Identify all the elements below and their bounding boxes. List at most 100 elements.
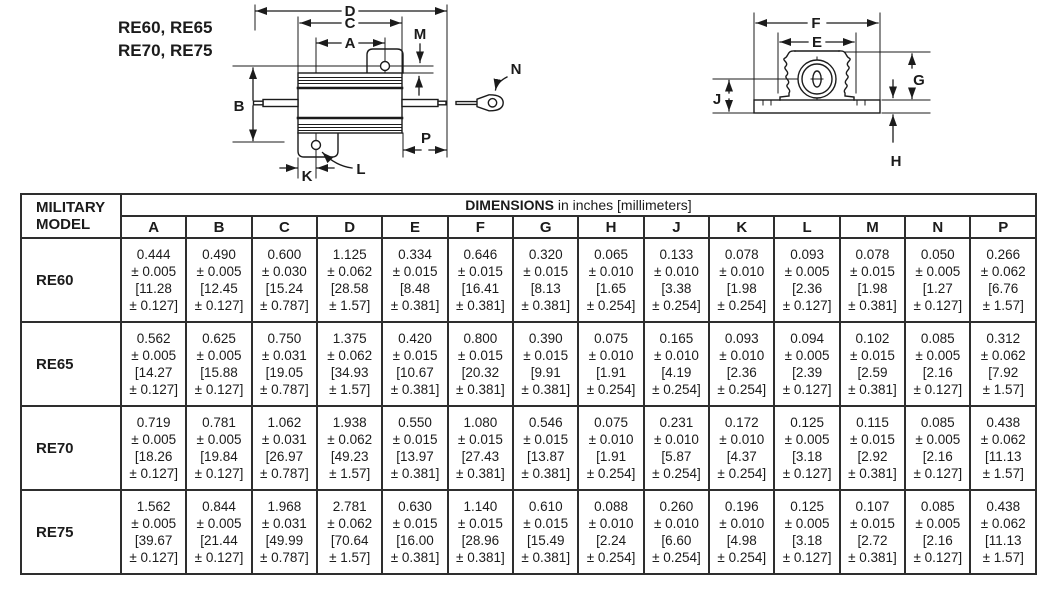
dim-cell-re60-k: 0.078 ± 0.010 [1.98 ± 0.254] [708, 237, 776, 323]
dim-cell-re75-j: 0.260 ± 0.010 [6.60 ± 0.254] [642, 489, 711, 575]
dim-label-a: A [345, 35, 356, 52]
dim-cell-re70-e: 0.550 ± 0.015 [13.97 ± 0.381] [381, 405, 449, 491]
column-header-n: N [904, 215, 972, 239]
dim-cell-re65-e: 0.420 ± 0.015 [10.67 ± 0.381] [381, 321, 449, 407]
dimensions-header-subtitle: in inches [millimeters] [553, 197, 692, 213]
dim-cell-re70-m: 0.115 ± 0.015 [2.92 ± 0.381] [838, 405, 907, 491]
dim-cell-re75-n: 0.085 ± 0.005 [2.16 ± 0.127] [904, 489, 972, 575]
dim-cell-re60-e: 0.334 ± 0.015 [8.48 ± 0.381] [381, 237, 449, 323]
dim-cell-re65-n: 0.085 ± 0.005 [2.16 ± 0.127] [904, 321, 972, 407]
mounting-base [753, 99, 881, 114]
dim-cell-re75-f: 1.140 ± 0.015 [28.96 ± 0.381] [446, 489, 515, 575]
dim-label-l: L [356, 161, 365, 178]
end-view-drawing: F E G J H [712, 12, 931, 170]
dim-cell-re65-p: 0.312 ± 0.062 [7.92 ± 1.57] [969, 321, 1037, 407]
dim-cell-re75-g: 0.610 ± 0.015 [15.49 ± 0.381] [512, 489, 580, 575]
dim-cell-re70-k: 0.172 ± 0.010 [4.37 ± 0.254] [708, 405, 776, 491]
column-header-h: H [577, 215, 645, 239]
column-header-l: L [773, 215, 841, 239]
table-row-re65: RE65 0.562 ± 0.005 [14.27 ± 0.127] 0.625 ± 0.0… [20, 321, 1037, 407]
dim-cell-re60-f: 0.646 ± 0.015 [16.41 ± 0.381] [446, 237, 515, 323]
dimensions-header-title: DIMENSIONS [465, 197, 554, 213]
column-header-a: A [119, 215, 188, 239]
dim-cell-re70-j: 0.231 ± 0.010 [5.87 ± 0.254] [642, 405, 711, 491]
column-header-e: E [381, 215, 449, 239]
model-name: RE70 [20, 405, 122, 491]
dim-label-e: E [812, 34, 822, 51]
dim-label-k: K [302, 168, 313, 185]
dim-cell-re70-f: 1.080 ± 0.015 [27.43 ± 0.381] [446, 405, 515, 491]
table-row-re60: RE60 0.444 ± 0.005 [11.28 ± 0.127] 0.490 ± 0.0… [20, 237, 1037, 323]
dim-label-h: H [891, 153, 902, 170]
dimension-drawings: RE60, RE65 RE70, RE75 [118, 3, 931, 185]
military-model-header-line2: MODEL [36, 216, 91, 233]
dim-label-c: C [345, 15, 356, 32]
dim-cell-re60-l: 0.093 ± 0.005 [2.36 ± 0.127] [773, 237, 841, 323]
dim-cell-re65-c: 0.750 ± 0.031 [19.05 ± 0.787] [250, 321, 319, 407]
dim-label-g: G [913, 72, 925, 89]
dim-cell-re75-m: 0.107 ± 0.015 [2.72 ± 0.381] [838, 489, 907, 575]
dim-cell-re65-k: 0.093 ± 0.010 [2.36 ± 0.254] [708, 321, 776, 407]
dim-cell-re60-a: 0.444 ± 0.005 [11.28 ± 0.127] [119, 237, 188, 323]
dim-cell-re60-b: 0.490 ± 0.005 [12.45 ± 0.127] [185, 237, 253, 323]
dim-cell-re70-n: 0.085 ± 0.005 [2.16 ± 0.127] [904, 405, 972, 491]
dim-cell-re75-p: 0.438 ± 0.062 [11.13 ± 1.57] [969, 489, 1037, 575]
table-row-re75: RE75 1.562 ± 0.005 [39.67 ± 0.127] 0.844 ± 0.0… [20, 489, 1037, 575]
dim-cell-re70-a: 0.719 ± 0.005 [18.26 ± 0.127] [119, 405, 188, 491]
dim-cell-re65-j: 0.165 ± 0.010 [4.19 ± 0.254] [642, 321, 711, 407]
dim-cell-re60-j: 0.133 ± 0.010 [3.38 ± 0.254] [642, 237, 711, 323]
model-name: RE60 [20, 237, 122, 323]
column-header-m: M [838, 215, 907, 239]
dim-cell-re60-p: 0.266 ± 0.062 [6.76 ± 1.57] [969, 237, 1037, 323]
column-header-p: P [969, 215, 1037, 239]
column-header-d: D [316, 215, 384, 239]
dim-cell-re75-d: 2.781 ± 0.062 [70.64 ± 1.57] [316, 489, 384, 575]
dim-cell-re65-h: 0.075 ± 0.010 [1.91 ± 0.254] [577, 321, 645, 407]
dim-label-j: J [713, 91, 721, 108]
dim-cell-re75-e: 0.630 ± 0.015 [16.00 ± 0.381] [381, 489, 449, 575]
column-header-b: B [185, 215, 253, 239]
top-mounting-hole [379, 60, 391, 72]
dim-cell-re75-b: 0.844 ± 0.005 [21.44 ± 0.127] [185, 489, 253, 575]
dim-cell-re65-g: 0.390 ± 0.015 [9.91 ± 0.381] [512, 321, 580, 407]
dim-cell-re70-b: 0.781 ± 0.005 [19.84 ± 0.127] [185, 405, 253, 491]
dim-cell-re65-l: 0.094 ± 0.005 [2.39 ± 0.127] [773, 321, 841, 407]
dim-cell-re65-m: 0.102 ± 0.015 [2.59 ± 0.381] [838, 321, 907, 407]
dim-cell-re60-d: 1.125 ± 0.062 [28.58 ± 1.57] [316, 237, 384, 323]
column-header-f: F [446, 215, 515, 239]
dim-cell-re65-a: 0.562 ± 0.005 [14.27 ± 0.127] [119, 321, 188, 407]
column-header-j: J [642, 215, 711, 239]
models-title-line2: RE70, RE75 [118, 41, 213, 60]
dimensions-header: DIMENSIONS in inches [millimeters] [120, 193, 1037, 217]
dim-label-f: F [811, 15, 820, 32]
table-body: RE60 0.444 ± 0.005 [11.28 ± 0.127] 0.490 ± 0.0… [20, 237, 1037, 575]
dim-cell-re70-h: 0.075 ± 0.010 [1.91 ± 0.254] [577, 405, 645, 491]
table-row-re70: RE70 0.719 ± 0.005 [18.26 ± 0.127] 0.781 ± 0.0… [20, 405, 1037, 491]
dimensions-table: MILITARY MODEL DIMENSIONS in inches [mil… [20, 193, 1037, 575]
dim-cell-re75-h: 0.088 ± 0.010 [2.24 ± 0.254] [577, 489, 645, 575]
dim-cell-re60-n: 0.050 ± 0.005 [1.27 ± 0.127] [904, 237, 972, 323]
dim-cell-re65-d: 1.375 ± 0.062 [34.93 ± 1.57] [316, 321, 384, 407]
dim-cell-re70-c: 1.062 ± 0.031 [26.97 ± 0.787] [250, 405, 319, 491]
column-header-c: C [250, 215, 319, 239]
dim-cell-re70-g: 0.546 ± 0.015 [13.87 ± 0.381] [512, 405, 580, 491]
dim-cell-re60-h: 0.065 ± 0.010 [1.65 ± 0.254] [577, 237, 645, 323]
military-model-header: MILITARY MODEL [20, 193, 122, 239]
dim-label-n: N [511, 61, 522, 78]
bottom-mounting-hole [310, 139, 322, 151]
dim-cell-re70-p: 0.438 ± 0.062 [11.13 ± 1.57] [969, 405, 1037, 491]
military-model-header-line1: MILITARY [36, 199, 106, 216]
dim-cell-re60-m: 0.078 ± 0.015 [1.98 ± 0.381] [838, 237, 907, 323]
dim-cell-re70-d: 1.938 ± 0.062 [49.23 ± 1.57] [316, 405, 384, 491]
dim-label-m: M [414, 26, 427, 43]
column-header-k: K [708, 215, 776, 239]
dim-cell-re60-g: 0.320 ± 0.015 [8.13 ± 0.381] [512, 237, 580, 323]
dim-cell-re65-f: 0.800 ± 0.015 [20.32 ± 0.381] [446, 321, 515, 407]
dim-label-p: P [421, 130, 431, 147]
dim-cell-re70-l: 0.125 ± 0.005 [3.18 ± 0.127] [773, 405, 841, 491]
dim-cell-re75-c: 1.968 ± 0.031 [49.99 ± 0.787] [250, 489, 319, 575]
dim-cell-re75-a: 1.562 ± 0.005 [39.67 ± 0.127] [119, 489, 188, 575]
side-view-drawing: D C A M B K L P N [232, 3, 522, 185]
